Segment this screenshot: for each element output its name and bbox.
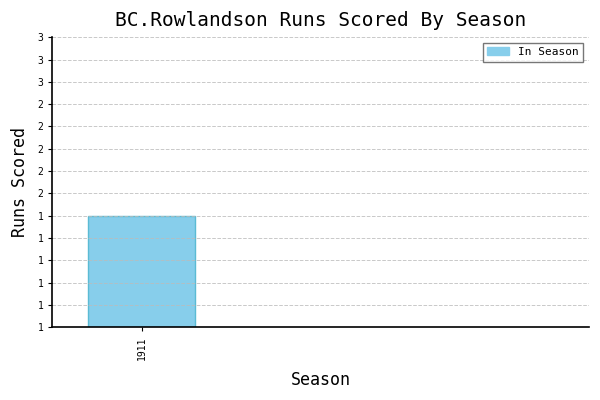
X-axis label: Season: Season [290, 371, 350, 389]
Legend: In Season: In Season [482, 43, 583, 62]
Bar [88, 216, 196, 327]
Y-axis label: Runs Scored: Runs Scored [11, 127, 29, 237]
Title: BC.Rowlandson Runs Scored By Season: BC.Rowlandson Runs Scored By Season [115, 11, 526, 30]
